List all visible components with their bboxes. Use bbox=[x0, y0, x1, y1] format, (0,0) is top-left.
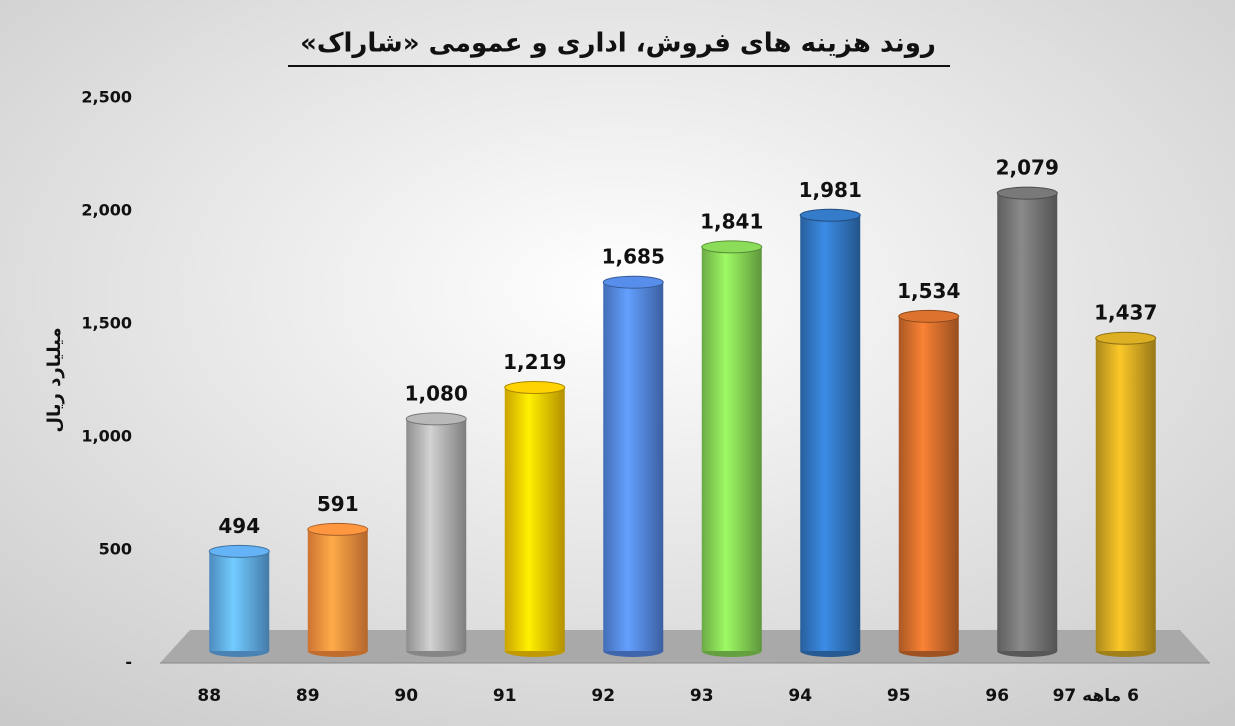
x-tick-label: 89 bbox=[296, 686, 320, 706]
y-tick-label: - bbox=[125, 653, 132, 672]
bar bbox=[504, 387, 565, 651]
x-tick-label: 92 bbox=[591, 686, 615, 706]
value-label: 1,219 bbox=[503, 350, 566, 374]
value-label: 1,437 bbox=[1094, 301, 1157, 325]
y-axis-label: میلیارد ریال bbox=[44, 327, 65, 432]
value-label: 1,534 bbox=[897, 279, 960, 303]
value-label: 591 bbox=[317, 492, 359, 516]
bar bbox=[603, 282, 664, 651]
bar bbox=[800, 215, 861, 651]
bar-cap bbox=[208, 544, 270, 558]
chart-title: روند هزینه های فروش، اداری و عمومی «شارا… bbox=[300, 29, 936, 59]
x-tick-label: 6 ماهه 97 bbox=[1053, 686, 1139, 706]
y-tick-label: 1,500 bbox=[81, 314, 132, 333]
bar-cap bbox=[307, 522, 369, 536]
value-label: 2,079 bbox=[996, 156, 1059, 180]
x-tick-label: 90 bbox=[394, 686, 418, 706]
y-tick-label: 2,000 bbox=[81, 201, 132, 220]
value-label: 1,685 bbox=[602, 245, 665, 269]
x-tick-label: 91 bbox=[493, 686, 517, 706]
value-label: 1,981 bbox=[799, 178, 862, 202]
x-tick-label: 96 bbox=[985, 686, 1009, 706]
bar bbox=[209, 551, 270, 651]
x-tick-label: 95 bbox=[887, 686, 911, 706]
bar-cap bbox=[504, 381, 566, 395]
bar-cap bbox=[405, 412, 467, 426]
value-label: 494 bbox=[218, 514, 260, 538]
value-label: 1,841 bbox=[700, 209, 763, 233]
y-tick-label: 1,000 bbox=[81, 427, 132, 446]
x-tick-label: 94 bbox=[788, 686, 812, 706]
bar-cap bbox=[602, 275, 664, 289]
bar bbox=[1095, 338, 1156, 651]
bar bbox=[997, 193, 1058, 651]
bar-cap bbox=[996, 186, 1058, 200]
bar bbox=[701, 246, 762, 651]
x-tick-label: 93 bbox=[690, 686, 714, 706]
value-label: 1,080 bbox=[405, 381, 468, 405]
bar bbox=[307, 529, 368, 651]
bar-cap bbox=[898, 309, 960, 323]
x-tick-label: 88 bbox=[197, 686, 221, 706]
bar-cap bbox=[799, 208, 861, 222]
bar-cap bbox=[1095, 331, 1157, 345]
y-tick-label: 2,500 bbox=[81, 88, 132, 107]
bar bbox=[898, 316, 959, 651]
bar-cap bbox=[701, 240, 763, 254]
bar bbox=[406, 418, 467, 651]
y-tick-label: 500 bbox=[99, 540, 132, 559]
